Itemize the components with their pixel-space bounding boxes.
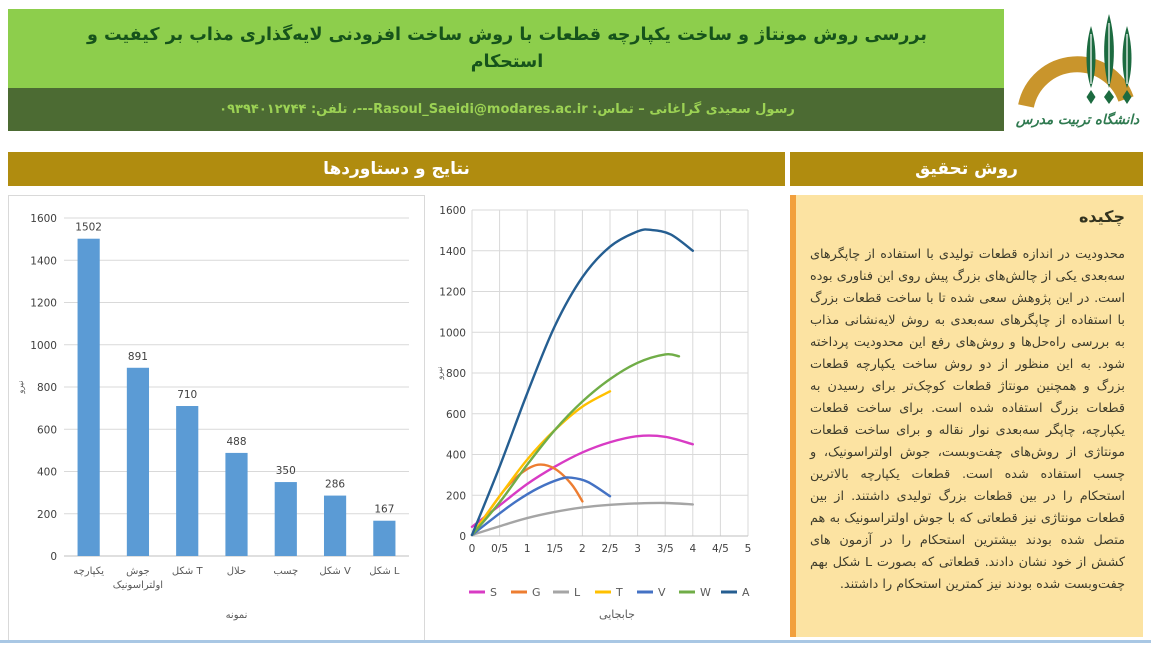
- line-chart: 0 0/5 1 1/5 2 2/5 3 3/5 4 4/5 5 0 200 400 600 800 1000 12…: [435, 205, 752, 621]
- svg-text:400: 400: [37, 467, 57, 479]
- svg-text:اولتراسونیک: اولتراسونیک: [113, 580, 163, 591]
- svg-text:جوش: جوش: [126, 566, 150, 577]
- svg-text:G: G: [532, 586, 541, 599]
- poster-title: بررسی روش مونتاژ و ساخت یکپارچه قطعات با…: [87, 25, 927, 72]
- svg-text:1200: 1200: [30, 298, 57, 310]
- svg-text:286: 286: [325, 479, 345, 491]
- svg-text:نیرو: نیرو: [16, 381, 25, 395]
- title-banner: بررسی روش مونتاژ و ساخت یکپارچه قطعات با…: [8, 9, 1006, 88]
- svg-text:نیرو: نیرو: [435, 367, 444, 381]
- svg-text:710: 710: [177, 389, 197, 401]
- svg-text:یکپارچه: یکپارچه: [73, 566, 104, 577]
- author-banner: رسول سعیدی گراغانی – تماس: Rasoul_Saeidi…: [8, 88, 1006, 131]
- svg-text:شکل V: شکل V: [319, 566, 351, 577]
- svg-text:200: 200: [446, 490, 466, 502]
- svg-text:3: 3: [634, 543, 641, 555]
- results-section-header: نتایج و دستاوردها: [8, 152, 785, 186]
- svg-text:0: 0: [469, 543, 476, 555]
- svg-text:2: 2: [579, 543, 586, 555]
- svg-text:1400: 1400: [30, 255, 57, 267]
- svg-text:شکل T: شکل T: [172, 566, 204, 577]
- method-section-header: روش تحقیق: [790, 152, 1143, 186]
- abstract-heading: چکیده: [1078, 207, 1125, 226]
- svg-text:200: 200: [37, 509, 57, 521]
- svg-text:1000: 1000: [30, 340, 57, 352]
- method-header-label: روش تحقیق: [915, 159, 1018, 179]
- svg-text:4: 4: [689, 543, 696, 555]
- university-logo-emblem: [1017, 14, 1134, 108]
- svg-text:1/5: 1/5: [546, 543, 563, 555]
- svg-text:1: 1: [524, 543, 531, 555]
- svg-text:350: 350: [276, 465, 296, 477]
- results-header-label: نتایج و دستاوردها: [323, 159, 470, 179]
- svg-text:600: 600: [37, 424, 57, 436]
- svg-text:5: 5: [745, 543, 752, 555]
- svg-text:L: L: [574, 586, 581, 599]
- svg-text:A: A: [742, 586, 750, 599]
- svg-text:1000: 1000: [439, 327, 466, 339]
- logo-cypress-trees: [1086, 14, 1131, 104]
- svg-text:1600: 1600: [30, 213, 57, 225]
- svg-text:W: W: [700, 586, 711, 599]
- svg-text:چسب: چسب: [273, 566, 298, 577]
- svg-text:0/5: 0/5: [491, 543, 508, 555]
- logo-arch-shape: [1017, 56, 1134, 108]
- abstract-body-text: محدودیت در اندازه قطعات تولیدی با استفاد…: [810, 247, 1125, 592]
- bottom-divider: [0, 640, 1151, 643]
- svg-text:حلال: حلال: [227, 566, 246, 577]
- svg-text:4/5: 4/5: [712, 543, 729, 555]
- university-name: دانشگاه تربیت مدرس: [1015, 112, 1140, 128]
- svg-text:0: 0: [50, 551, 57, 563]
- author-contact-line: رسول سعیدی گراغانی – تماس: Rasoul_Saeidi…: [219, 102, 795, 117]
- svg-text:شکل L: شکل L: [369, 566, 400, 577]
- svg-text:نمونه: نمونه: [226, 610, 248, 621]
- svg-text:T: T: [615, 586, 623, 599]
- svg-text:1200: 1200: [439, 287, 466, 299]
- line-chart-panel: 0 0/5 1 1/5 2 2/5 3 3/5 4 4/5 5 0 200 400 600 800 1000 12…: [432, 196, 788, 636]
- svg-text:0: 0: [459, 531, 466, 543]
- svg-text:167: 167: [374, 504, 394, 516]
- svg-text:400: 400: [446, 450, 466, 462]
- svg-text:800: 800: [37, 382, 57, 394]
- svg-text:488: 488: [226, 436, 246, 448]
- bar-chart-panel: 0 200 400 600 800 1000 1200 1400 1600 1502 یکپارچه…: [8, 195, 425, 641]
- svg-text:جابجایی: جابجایی: [599, 608, 635, 621]
- svg-text:V: V: [658, 586, 666, 599]
- svg-text:1600: 1600: [439, 205, 466, 217]
- svg-text:2/5: 2/5: [602, 543, 619, 555]
- svg-text:600: 600: [446, 409, 466, 421]
- svg-text:1502: 1502: [75, 222, 102, 234]
- bar-chart: 0 200 400 600 800 1000 1200 1400 1600 1502 یکپارچه…: [16, 213, 409, 621]
- abstract-panel: چکیده محدودیت در اندازه قطعات تولیدی با …: [790, 195, 1143, 637]
- university-logo: دانشگاه تربیت مدرس: [1004, 2, 1151, 144]
- svg-text:3/5: 3/5: [657, 543, 674, 555]
- svg-text:1400: 1400: [439, 246, 466, 258]
- svg-text:S: S: [490, 586, 497, 599]
- svg-text:891: 891: [128, 351, 148, 363]
- svg-text:800: 800: [446, 368, 466, 380]
